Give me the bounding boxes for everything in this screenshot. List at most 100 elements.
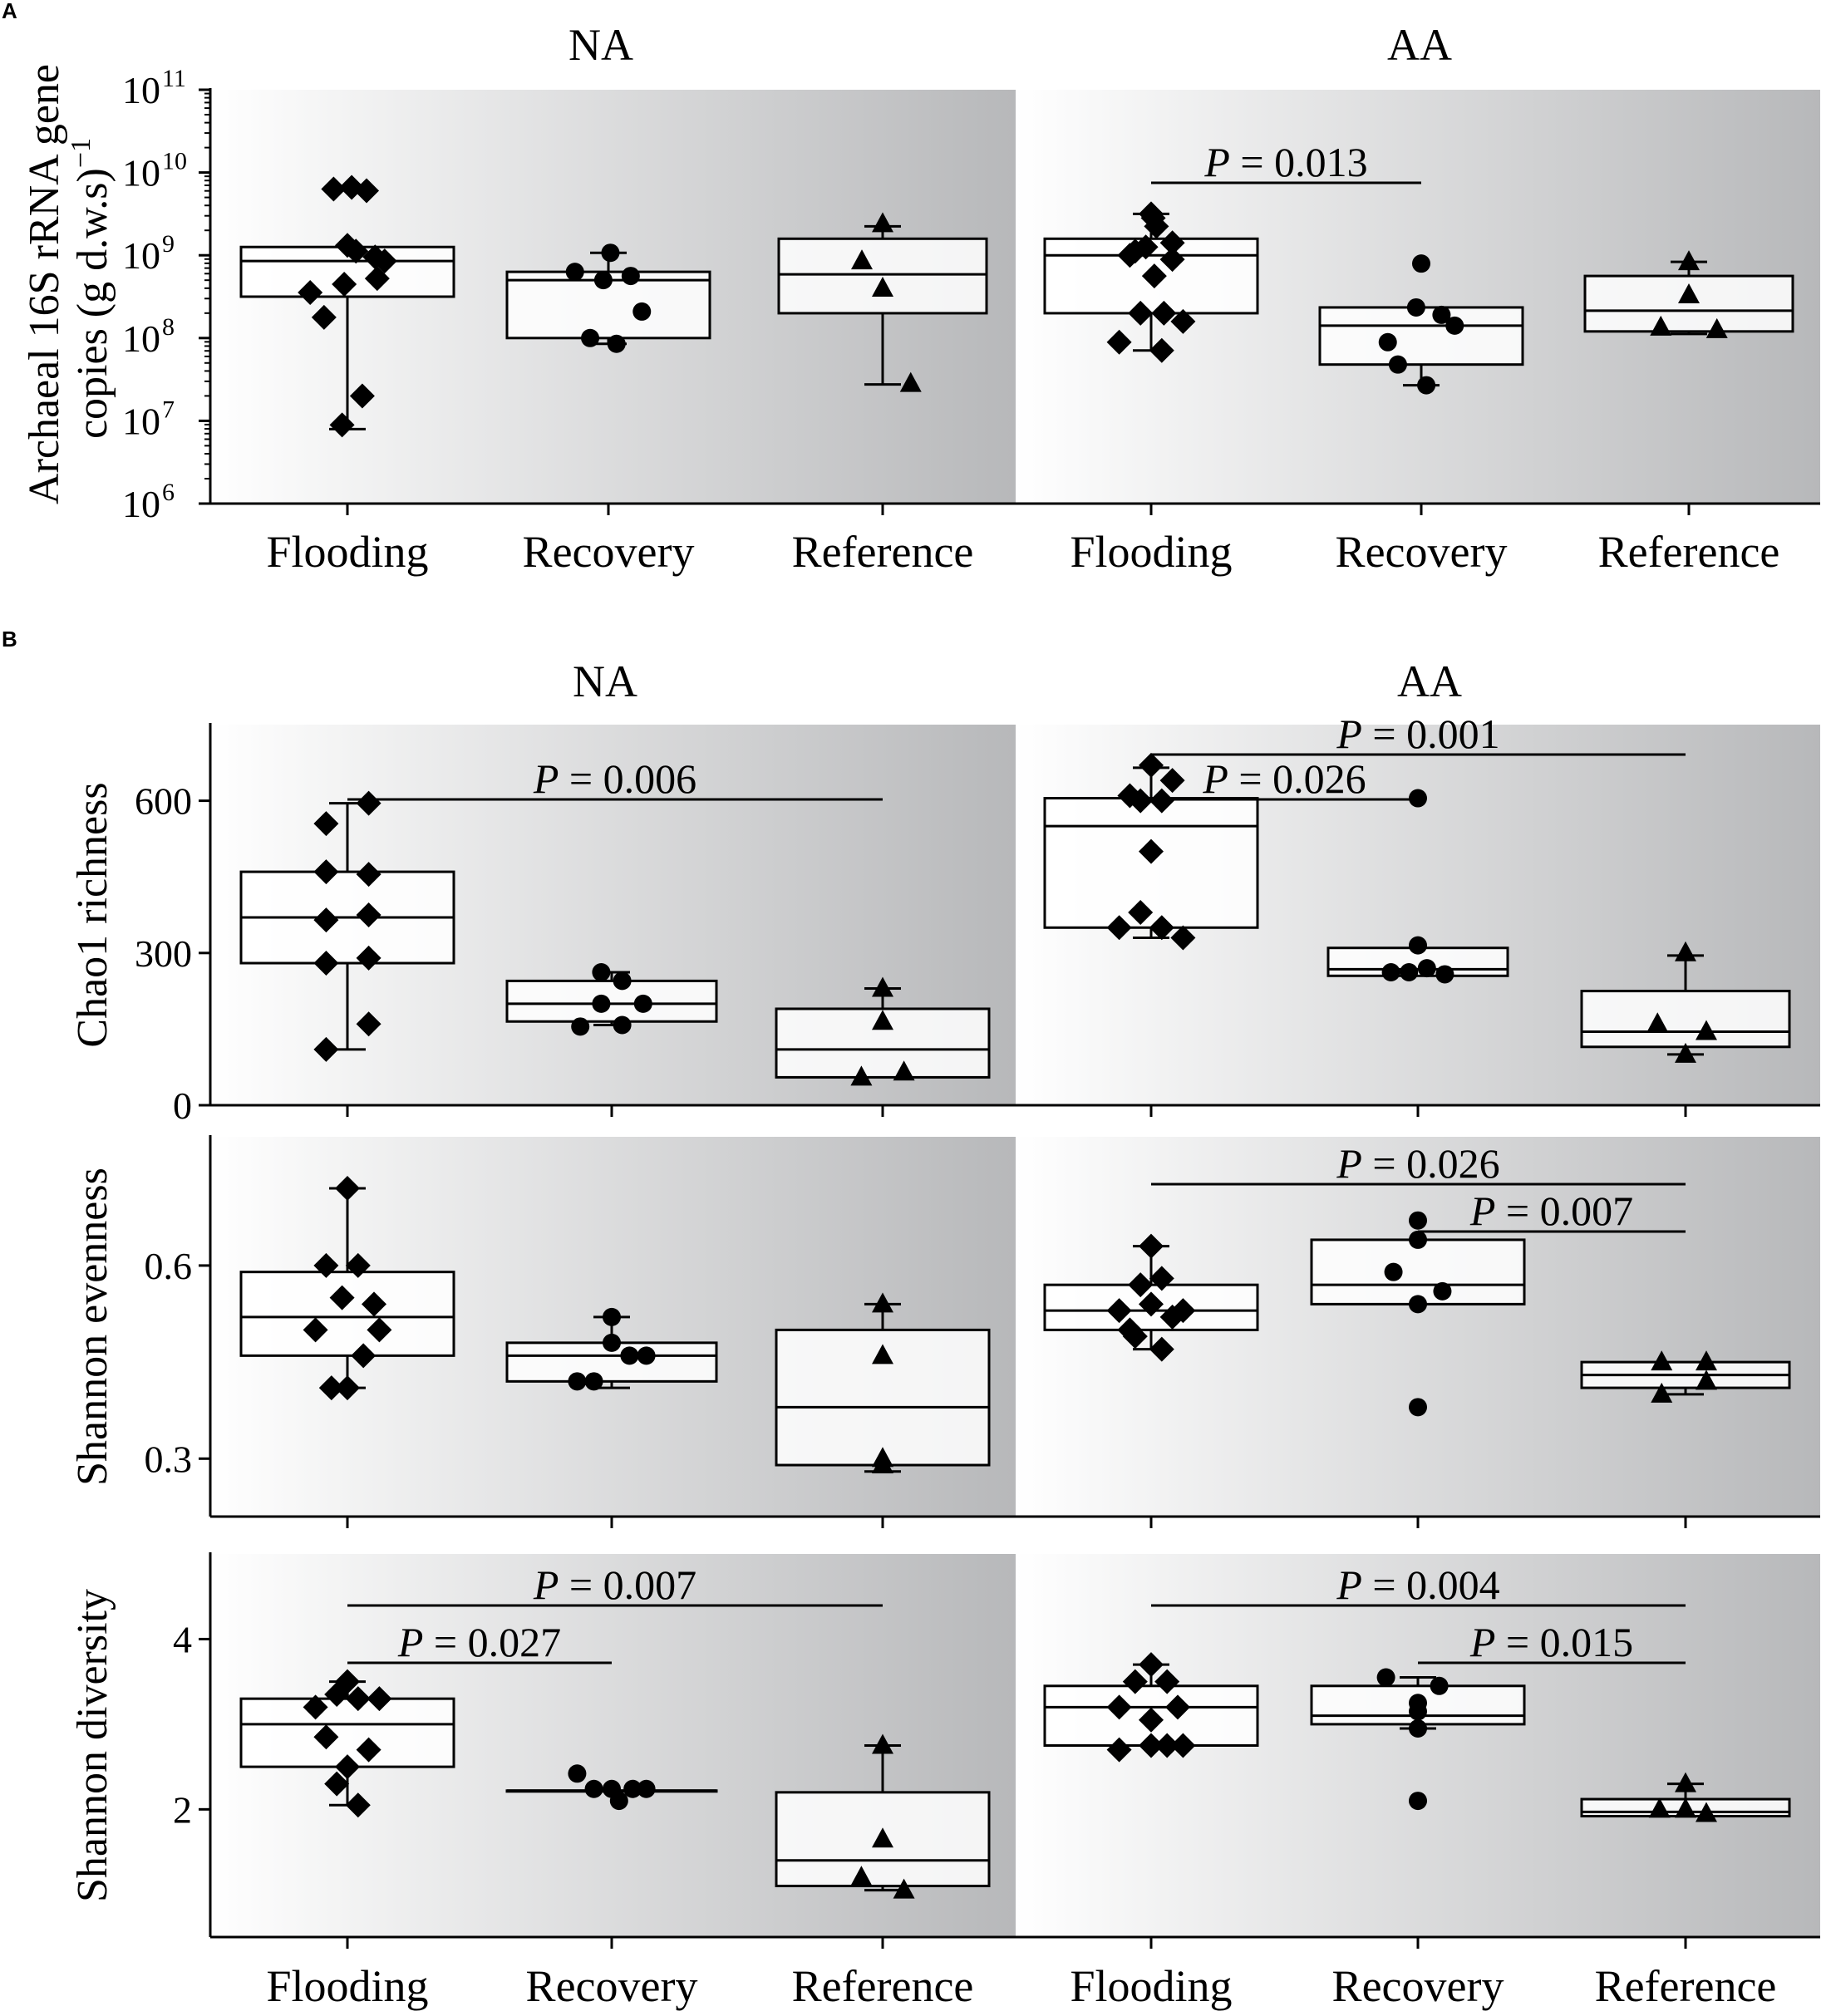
data-point <box>1381 963 1400 982</box>
box-na-flooding <box>239 1175 455 1401</box>
box-na-reference <box>775 1292 991 1474</box>
significance-label: P = 0.001 <box>1336 711 1499 757</box>
data-point <box>872 1827 893 1848</box>
x-category-label: Reference <box>1595 1961 1777 2011</box>
data-point <box>872 976 893 997</box>
box-aa-recovery <box>1310 1668 1526 1811</box>
x-category-label: Flooding <box>266 1961 428 2011</box>
data-point <box>1409 936 1427 955</box>
data-point <box>1409 1792 1427 1811</box>
panel-label-a: A <box>2 0 17 23</box>
data-point <box>335 1754 360 1780</box>
data-point <box>1409 1211 1427 1230</box>
data-point <box>1149 788 1174 814</box>
data-point <box>349 383 375 409</box>
x-category-label: Flooding <box>266 527 428 577</box>
data-point <box>345 1252 371 1278</box>
data-point <box>1159 768 1185 794</box>
data-point <box>367 1686 392 1712</box>
x-axis-labels-top: Flooding Recovery Reference Flooding Recover… <box>266 527 1779 577</box>
box-na-flooding <box>239 1669 455 1818</box>
data-point <box>872 1010 893 1030</box>
data-point <box>335 1175 360 1201</box>
data-point <box>620 1346 639 1365</box>
data-point <box>1388 355 1407 374</box>
data-point <box>1696 1802 1717 1822</box>
box-aa-reference <box>1583 250 1794 338</box>
data-point <box>367 1317 392 1343</box>
data-point <box>1139 1733 1164 1758</box>
data-point <box>872 277 893 297</box>
data-point <box>1106 329 1132 355</box>
data-point <box>298 280 323 306</box>
significance-annotation: P = 0.027 <box>347 1619 612 1665</box>
significance-annotation: P = 0.015 <box>1418 1619 1686 1665</box>
data-point <box>345 1686 371 1712</box>
data-point <box>632 302 652 321</box>
data-point <box>893 1060 915 1081</box>
y-tick-exponent: 10 <box>162 148 187 175</box>
data-point <box>1139 1652 1164 1678</box>
data-point <box>872 1453 893 1474</box>
data-point <box>1122 1324 1148 1350</box>
data-point <box>356 902 381 927</box>
box-aa-flooding <box>1043 201 1259 363</box>
box-aa-recovery <box>1318 254 1524 395</box>
data-point <box>1139 1707 1164 1733</box>
data-point <box>1144 214 1169 239</box>
data-point <box>613 1015 632 1035</box>
y-tick-label: 0.3 <box>145 1438 193 1480</box>
data-point <box>1159 230 1185 256</box>
data-point <box>356 945 381 971</box>
y-tick-label: 0.6 <box>145 1245 193 1287</box>
data-point <box>1128 1272 1154 1298</box>
significance-annotation: P = 0.013 <box>1151 139 1421 185</box>
box-iqr <box>1318 306 1524 366</box>
data-point <box>1149 337 1174 363</box>
significance-annotation: P = 0.026 <box>1151 1140 1686 1187</box>
data-point <box>356 1737 381 1763</box>
x-category-label: Recovery <box>1332 1961 1504 2011</box>
box-aa-flooding <box>1043 752 1259 951</box>
box-aa-flooding <box>1043 1233 1259 1362</box>
panel-label-b: B <box>2 627 17 652</box>
significance-label: P = 0.026 <box>1336 1140 1499 1187</box>
data-point <box>1445 316 1464 335</box>
y-tick-label: 600 <box>135 780 192 823</box>
box-na-reference <box>775 1733 991 1899</box>
data-point <box>850 1065 873 1086</box>
data-point <box>1409 1398 1427 1417</box>
data-point <box>571 1017 590 1036</box>
data-point <box>1378 332 1397 352</box>
data-point <box>356 790 381 816</box>
significance-label: P = 0.027 <box>397 1619 561 1665</box>
x-category-label: Reference <box>1598 527 1780 577</box>
data-point <box>303 1694 328 1720</box>
x-category-label: Reference <box>792 527 974 577</box>
data-point <box>1651 1350 1673 1371</box>
data-point <box>313 811 339 837</box>
data-point <box>607 334 626 353</box>
data-point <box>1106 1694 1132 1720</box>
data-point <box>1406 297 1425 317</box>
data-point <box>1651 1382 1673 1403</box>
data-point <box>609 1792 628 1811</box>
data-point <box>335 1669 360 1694</box>
data-point <box>1678 250 1700 271</box>
data-point <box>1170 1733 1196 1758</box>
data-point <box>581 328 600 347</box>
data-point <box>1412 254 1430 273</box>
significance-annotation: P = 0.026 <box>1151 755 1418 802</box>
data-point <box>1409 1230 1427 1249</box>
data-point <box>372 248 397 274</box>
data-point <box>313 907 339 933</box>
group-title-na-b: NA <box>573 656 637 706</box>
box-na-recovery <box>505 243 711 353</box>
data-point <box>1139 1233 1164 1259</box>
data-point <box>1696 1369 1717 1390</box>
group-title-aa-b: AA <box>1397 656 1462 706</box>
data-point <box>899 371 922 392</box>
group-title-na-a: NA <box>568 20 633 70</box>
x-category-label: Recovery <box>526 1961 698 2011</box>
